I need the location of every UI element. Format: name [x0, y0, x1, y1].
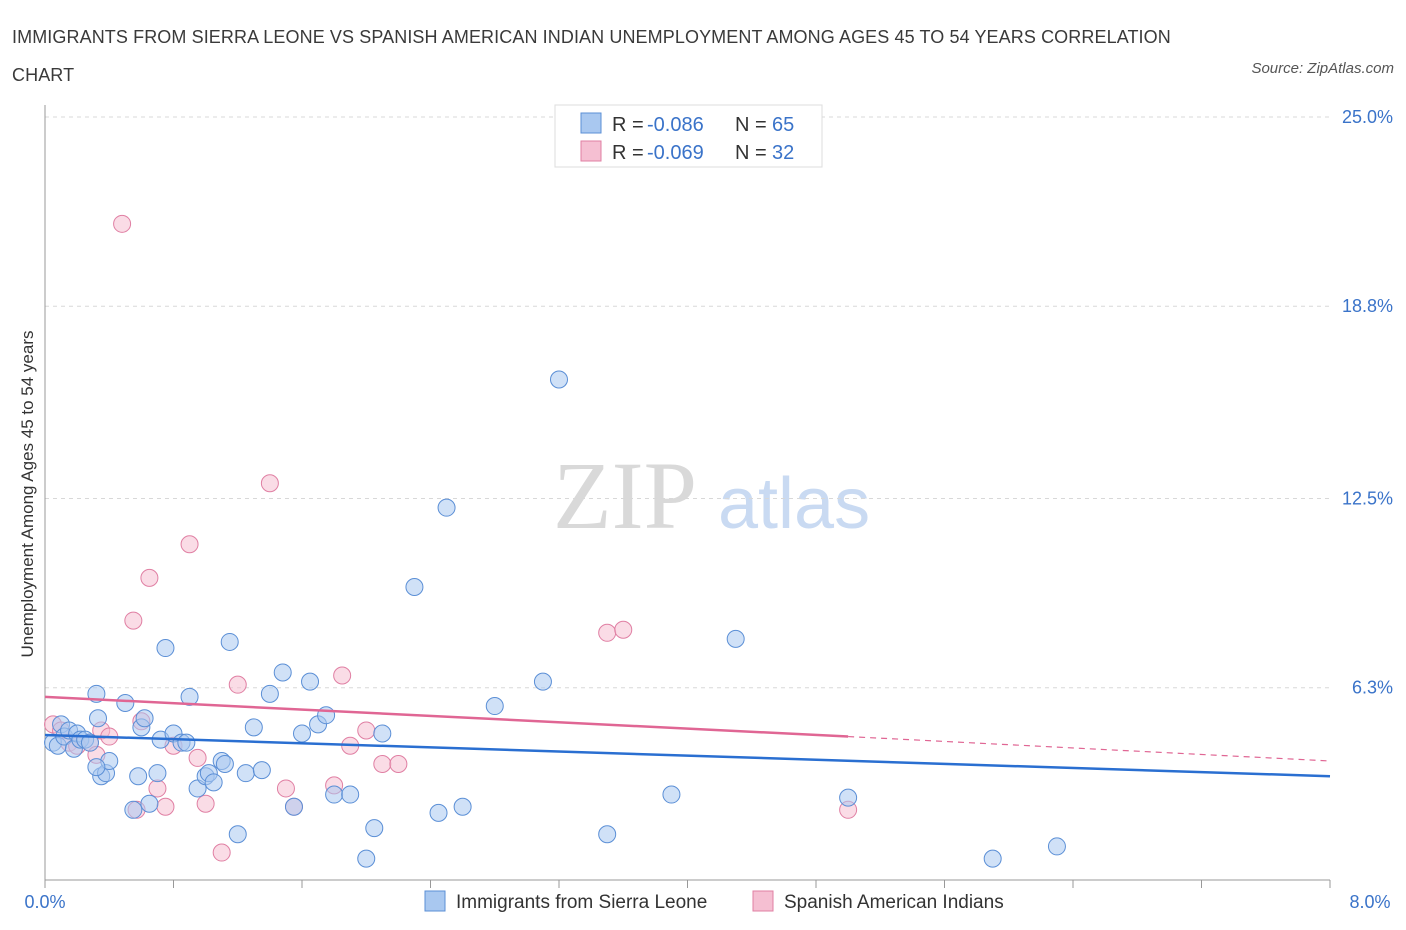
y-tick-label: 6.3%: [1352, 678, 1393, 698]
data-point-blue: [550, 370, 568, 389]
legend-r-value-2: -0.069: [647, 142, 704, 164]
data-point-pink: [156, 797, 175, 816]
trend-line-pink-dashed: [848, 735, 1331, 762]
series-immigrants-sierra-leone: [44, 370, 1066, 868]
data-point-blue: [156, 639, 175, 658]
data-point-pink: [598, 623, 617, 642]
correlation-legend: R = -0.086 N = 65 R = -0.069 N = 32: [554, 104, 823, 168]
x-tick-label-max: 8.0%: [1349, 892, 1390, 912]
legend-n-value-2: 32: [772, 142, 794, 164]
legend-r-value-1: -0.086: [647, 114, 704, 136]
trend-line-pink: [44, 695, 849, 738]
watermark-zip: ZIP: [553, 442, 697, 549]
data-point-blue: [236, 764, 255, 783]
data-point-pink: [148, 779, 167, 798]
data-point-blue: [252, 761, 271, 780]
data-point-pink: [188, 748, 207, 767]
data-point-blue: [80, 733, 99, 752]
data-point-blue: [220, 632, 239, 651]
x-tick-label-min: 0.0%: [24, 892, 65, 912]
data-point-blue: [373, 724, 392, 743]
data-point-blue: [284, 797, 303, 816]
data-point-blue: [437, 498, 456, 517]
data-point-blue: [124, 800, 143, 819]
bottom-legend-swatch-pink: [752, 890, 774, 912]
data-point-blue: [357, 849, 376, 868]
data-point-blue: [148, 764, 167, 783]
trend-line-blue: [44, 733, 1331, 778]
legend-n-label-1: N =: [735, 114, 767, 136]
legend-r-label-2: R =: [612, 142, 644, 164]
data-point-blue: [228, 825, 247, 844]
legend-r-label-1: R =: [612, 114, 644, 136]
data-point-blue: [293, 724, 311, 743]
data-point-blue: [301, 672, 320, 691]
data-point-pink: [373, 755, 392, 774]
bottom-legend-swatch-blue: [424, 890, 446, 912]
data-point-pink: [389, 755, 408, 774]
data-point-blue: [662, 785, 681, 804]
data-point-blue: [135, 709, 154, 728]
data-point-blue: [485, 697, 504, 716]
data-point-blue: [1047, 837, 1066, 856]
data-point-pink: [357, 721, 376, 740]
trend-lines: [44, 695, 1331, 778]
data-point-blue: [839, 788, 858, 807]
y-tick-label: 12.5%: [1342, 489, 1393, 509]
data-point-blue: [983, 849, 1002, 868]
data-point-blue: [87, 758, 106, 777]
data-point-pink: [228, 675, 247, 694]
data-point-pink: [180, 535, 199, 554]
chart-title: IMMIGRANTS FROM SIERRA LEONE VS SPANISH …: [12, 27, 1171, 85]
data-point-blue: [341, 785, 360, 804]
data-point-pink: [614, 620, 633, 639]
data-point-blue: [140, 794, 159, 813]
data-point-blue: [726, 629, 745, 648]
data-point-blue: [325, 785, 344, 804]
data-point-blue: [429, 803, 448, 822]
data-point-pink: [260, 474, 279, 493]
data-point-pink: [212, 843, 231, 862]
data-point-pink: [124, 611, 143, 630]
legend-swatch-pink: [580, 140, 602, 162]
data-point-blue: [273, 663, 292, 682]
legend-swatch-blue: [580, 112, 602, 134]
data-point-pink: [113, 214, 132, 233]
legend-n-label-2: N =: [735, 142, 767, 164]
data-point-blue: [453, 797, 472, 816]
data-point-pink: [333, 666, 352, 685]
data-point-blue: [533, 672, 552, 691]
x-axis-ticks: [44, 880, 1331, 888]
data-point-pink: [196, 794, 215, 813]
bottom-legend-label-blue: Immigrants from Sierra Leone: [456, 892, 707, 913]
data-point-blue: [129, 767, 148, 786]
data-point-blue: [215, 755, 234, 774]
series-legend: Immigrants from Sierra Leone Spanish Ame…: [424, 890, 1004, 913]
data-point-blue: [244, 718, 263, 737]
data-point-blue: [89, 709, 108, 728]
data-point-blue: [405, 578, 424, 597]
data-point-blue: [260, 684, 279, 703]
y-axis-tick-labels: 6.3% 12.5% 18.8% 25.0%: [1342, 107, 1393, 698]
data-point-pink: [276, 779, 295, 798]
y-tick-label: 18.8%: [1342, 296, 1393, 316]
watermark-atlas: atlas: [718, 464, 870, 544]
data-point-blue: [177, 733, 196, 752]
data-point-blue: [204, 773, 223, 792]
bottom-legend-label-pink: Spanish American Indians: [784, 892, 1004, 913]
grid-lines: [45, 116, 1330, 689]
data-point-blue: [180, 687, 199, 706]
data-point-blue: [598, 825, 617, 844]
data-point-pink: [140, 568, 159, 587]
data-point-blue: [365, 819, 384, 838]
legend-n-value-1: 65: [772, 114, 794, 136]
data-point-blue: [116, 693, 135, 712]
source-credit: Source: ZipAtlas.com: [1251, 60, 1394, 77]
y-tick-label: 25.0%: [1342, 107, 1393, 127]
